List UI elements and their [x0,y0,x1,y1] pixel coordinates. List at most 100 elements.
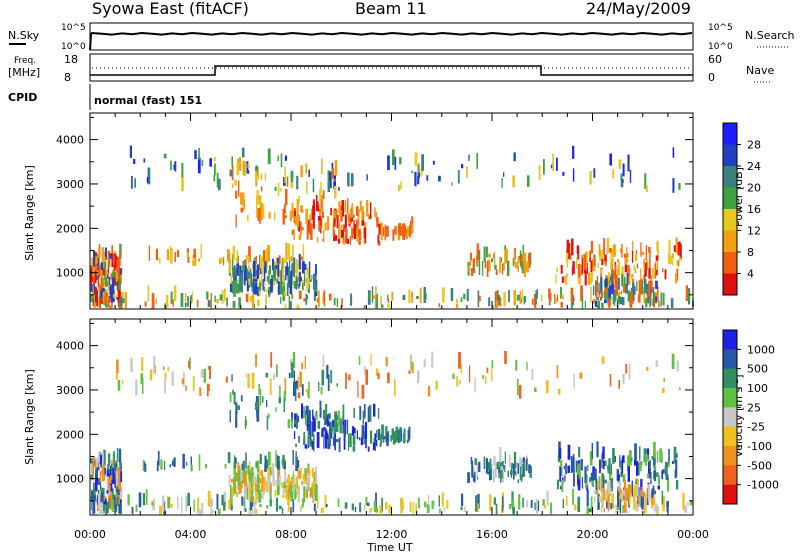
echo-cell [287,284,290,289]
echo-cell [109,305,112,309]
echo-cell [468,265,470,273]
echo-cell [244,485,247,497]
echo-cell [244,161,246,177]
echo-cell [366,174,368,181]
echo-cell [601,489,603,495]
echo-cell [285,486,289,490]
echo-cell [256,264,260,280]
echo-cell [499,257,501,273]
echo-cell [99,508,102,515]
echo-cell [101,247,105,260]
echo-cell [659,448,662,462]
echo-cell [236,258,239,263]
echo-cell [293,281,296,289]
echo-cell [517,463,520,474]
echo-cell [106,273,109,279]
echo-cell [609,277,612,282]
echo-cell [456,299,458,304]
echo-cell [302,261,305,274]
echo-cell [383,436,386,440]
velocity-ylabel: Slant Range [km] [23,369,36,465]
echo-cell [330,432,333,439]
echo-cell [214,163,216,176]
echo-cell [226,297,228,307]
echo-cell [187,256,190,263]
echo-cell [653,442,656,459]
echo-cell [627,154,630,172]
echo-cell [341,298,343,308]
echo-cell [343,436,346,450]
echo-cell [406,439,409,444]
echo-cell [612,168,615,179]
echo-cell [334,415,336,432]
echo-cell [504,351,507,364]
echo-cell [248,277,251,286]
echo-cell [572,261,575,274]
echo-cell [242,261,245,272]
echo-cell [98,299,101,309]
echo-cell [554,293,556,304]
echo-cell [153,498,155,505]
echo-cell [511,491,514,506]
echo-cell [218,508,221,515]
echo-cell [455,304,459,308]
echo-cell [550,164,554,169]
echo-cell [291,263,294,277]
echo-cell [578,471,581,488]
echo-cell [627,264,630,277]
echo-cell [476,503,479,513]
echo-cell [257,299,260,307]
echo-cell [333,178,336,182]
echo-cell [415,503,418,514]
echo-cell [630,303,633,308]
echo-cell [107,250,111,268]
echo-cell [303,298,306,302]
echo-cell [223,257,225,266]
echo-cell [108,296,110,308]
echo-cell [631,457,633,462]
echo-cell [100,290,103,299]
echo-cell [407,226,410,236]
echo-cell [119,269,122,285]
echo-cell [232,267,236,278]
x-tick-label: 20:00 [577,528,609,541]
nsky-trace [89,31,693,51]
echo-cell [432,500,435,506]
echo-cell [238,297,241,309]
echo-cell [619,296,623,305]
echo-cell [345,372,347,389]
echo-cell [147,285,150,302]
echo-cell [601,505,603,513]
echo-cell [312,205,315,221]
echo-cell [284,466,286,482]
echo-cell [104,295,107,304]
echo-cell [634,443,637,461]
echo-cell [290,270,293,285]
echo-cell [301,362,303,370]
echo-cell [309,438,313,447]
echo-cell [619,248,623,253]
echo-cell [338,201,341,214]
echo-cell [565,463,567,475]
echo-cell [245,416,247,430]
echo-cell [107,263,109,274]
echo-cell [100,269,103,278]
echo-cell [643,278,647,294]
echo-cell [629,490,631,505]
echo-cell [489,494,492,511]
echo-cell [351,426,355,436]
echo-cell [464,506,466,512]
echo-cell [508,289,510,303]
echo-cell [291,293,293,300]
echo-cell [103,251,106,258]
echo-cell [282,208,285,225]
echo-cell [119,299,122,309]
echo-cell [528,464,531,474]
echo-cell [93,294,95,309]
echo-cell [310,487,313,496]
echo-cell [119,486,123,500]
echo-cell [326,414,329,427]
echo-cell [589,477,591,483]
echo-cell [193,248,196,258]
echo-cell [111,277,114,295]
